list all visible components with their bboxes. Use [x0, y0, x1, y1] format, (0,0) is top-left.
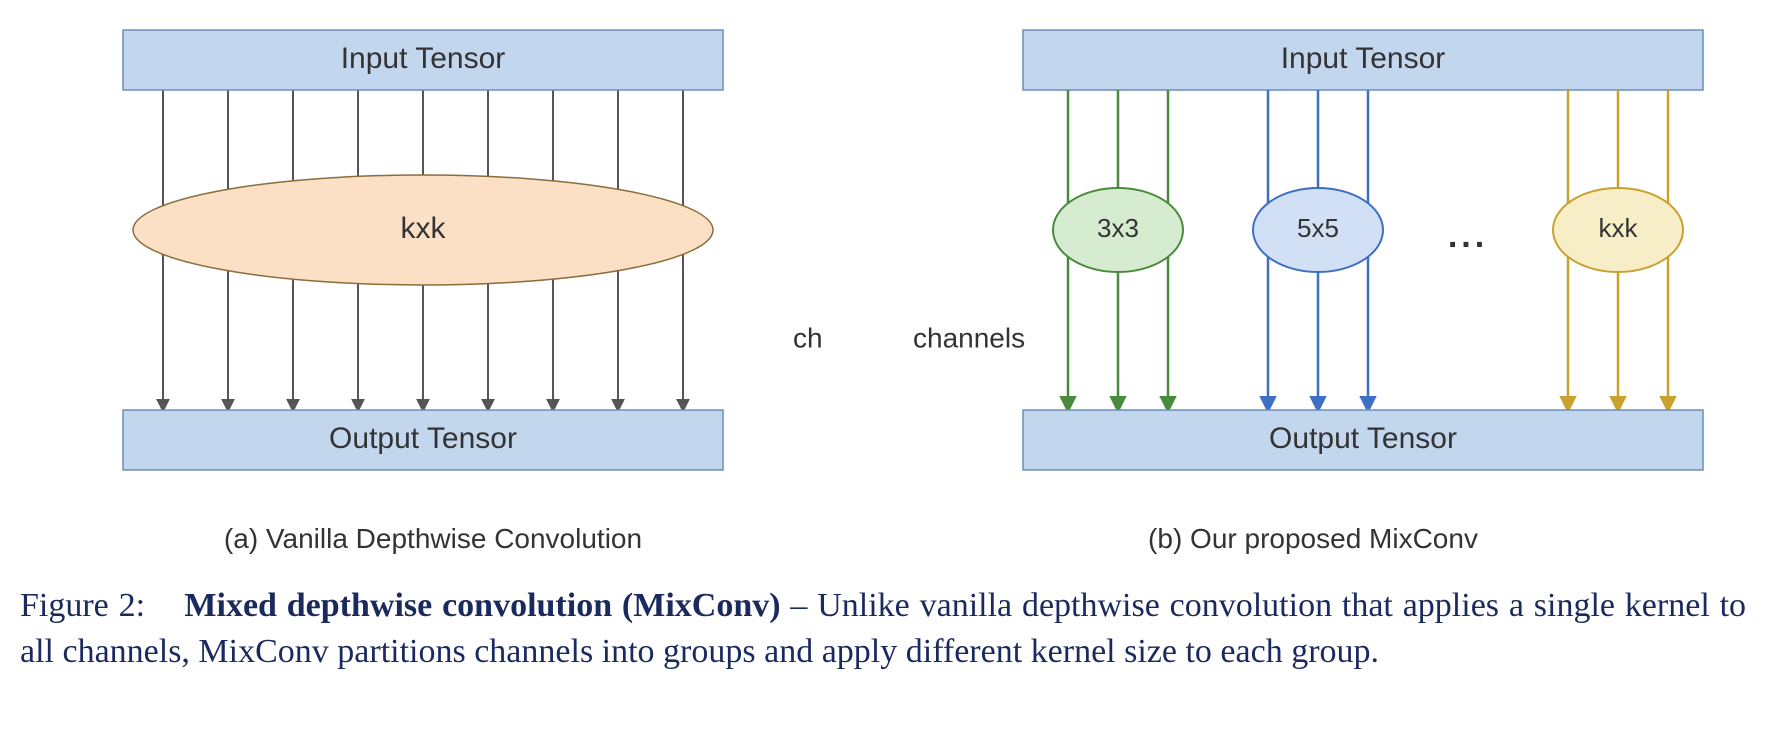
svg-text:Input Tensor: Input Tensor — [1281, 42, 1446, 75]
svg-text:3x3: 3x3 — [1097, 213, 1139, 243]
svg-text:Output Tensor: Output Tensor — [1269, 422, 1457, 455]
panel-b-caption: (b) Our proposed MixConv — [903, 523, 1723, 555]
svg-text:channels: channels — [913, 322, 1025, 353]
svg-text:5x5: 5x5 — [1297, 213, 1339, 243]
diagrams-row: Input Tensor kxk Output Tensor channels (a)… — [20, 20, 1746, 555]
panel-a-svg: Input Tensor kxk Output Tensor channels — [43, 20, 823, 500]
svg-text:Output Tensor: Output Tensor — [329, 422, 517, 455]
panel-b-svg: Input Tensor 3x3 5x5 kxk... Output Tensor cha… — [903, 20, 1723, 500]
panel-a: Input Tensor kxk Output Tensor channels (a)… — [43, 20, 823, 555]
svg-text:kxk: kxk — [401, 212, 447, 245]
svg-text:Input Tensor: Input Tensor — [341, 42, 506, 75]
figure-caption: Figure 2: Mixed depthwise convolution (M… — [20, 583, 1746, 675]
panel-b: Input Tensor 3x3 5x5 kxk... Output Tensor cha… — [903, 20, 1723, 555]
caption-figure-label: Figure 2: — [20, 587, 145, 624]
figure-container: Input Tensor kxk Output Tensor channels (a)… — [20, 20, 1746, 675]
svg-text:kxk: kxk — [1599, 213, 1639, 243]
svg-text:channels: channels — [793, 322, 823, 353]
svg-text:...: ... — [1448, 217, 1488, 255]
caption-bold-title: Mixed depthwise convolution (MixConv) — [184, 587, 780, 624]
panel-a-caption: (a) Vanilla Depthwise Convolution — [43, 523, 823, 555]
